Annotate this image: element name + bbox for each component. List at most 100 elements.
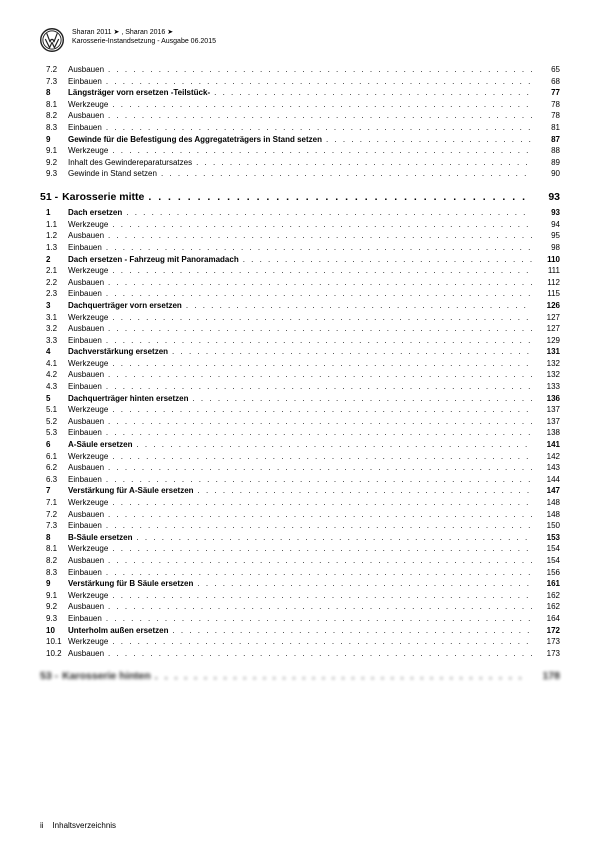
toc-page: 147 [536, 485, 560, 497]
leader-dots [106, 520, 532, 532]
header-text: Sharan 2011 ➤ , Sharan 2016 ➤ Karosserie… [72, 28, 216, 46]
toc-label: Verstärkung für B Säule ersetzen [68, 578, 193, 590]
chapter-heading-51: 51 - Karosserie mitte 93 [40, 190, 560, 205]
leader-dots [106, 122, 532, 134]
toc-num: 4.3 [40, 381, 68, 393]
toc-row: 1.3Einbauen98 [40, 242, 560, 254]
page-footer: ii Inhaltsverzeichnis [40, 821, 116, 830]
toc-label: Ausbauen [68, 462, 104, 474]
toc-row: 6A-Säule ersetzen141 [40, 439, 560, 451]
chapter-heading-53: 53 - Karosserie hinten 178 [40, 669, 560, 684]
toc-label: Werkzeuge [68, 145, 108, 157]
toc-label: Ausbauen [68, 323, 104, 335]
leader-dots [106, 335, 532, 347]
toc-row: 8.1Werkzeuge154 [40, 543, 560, 555]
toc-page: 172 [536, 625, 560, 637]
toc-label: Dach ersetzen - Fahrzeug mit Panoramadac… [68, 254, 239, 266]
leader-dots [106, 613, 532, 625]
toc-label: Werkzeuge [68, 497, 108, 509]
toc-row: 8Längsträger vorn ersetzen -Teilstück-77 [40, 87, 560, 99]
toc-label: Ausbauen [68, 601, 104, 613]
footer-page-roman: ii [40, 821, 44, 830]
toc-row: 9.1Werkzeuge88 [40, 145, 560, 157]
toc-label: Ausbauen [68, 110, 104, 122]
toc-num: 1.2 [40, 230, 68, 242]
toc-num: 4.2 [40, 369, 68, 381]
toc-label: Ausbauen [68, 648, 104, 660]
toc-label: Werkzeuge [68, 590, 108, 602]
toc-page: 127 [536, 312, 560, 324]
toc-row: 3.3Einbauen129 [40, 335, 560, 347]
toc-row: 9.3Gewinde in Stand setzen90 [40, 168, 560, 180]
toc-page: 143 [536, 462, 560, 474]
toc-label: Werkzeuge [68, 451, 108, 463]
leader-dots [196, 157, 532, 169]
chapter-page: 93 [532, 190, 560, 205]
toc-label: A-Säule ersetzen [68, 439, 132, 451]
toc-page: 131 [536, 346, 560, 358]
leader-dots [172, 346, 532, 358]
toc-page: 133 [536, 381, 560, 393]
leader-dots [126, 207, 532, 219]
toc-page: 173 [536, 636, 560, 648]
toc-page: 137 [536, 416, 560, 428]
toc-num: 9.1 [40, 145, 68, 157]
leader-dots [108, 601, 532, 613]
leader-dots [112, 590, 532, 602]
toc-page: 154 [536, 543, 560, 555]
toc-label: Einbauen [68, 613, 102, 625]
toc-page: 93 [536, 207, 560, 219]
toc-num: 2.1 [40, 265, 68, 277]
leader-dots [112, 312, 532, 324]
toc-page: 150 [536, 520, 560, 532]
toc-row: 3.1Werkzeuge127 [40, 312, 560, 324]
toc-page: 161 [536, 578, 560, 590]
toc-label: Einbauen [68, 76, 102, 88]
toc-row: 5.2Ausbauen137 [40, 416, 560, 428]
toc-num: 2 [40, 254, 68, 266]
toc-label: Einbauen [68, 567, 102, 579]
toc-row: 7.2Ausbauen148 [40, 509, 560, 521]
toc-num: 5.3 [40, 427, 68, 439]
toc-label: Längsträger vorn ersetzen -Teilstück- [68, 87, 210, 99]
toc-row: 1.2Ausbauen95 [40, 230, 560, 242]
chapter-page: 178 [532, 669, 560, 684]
toc-page: 126 [536, 300, 560, 312]
toc-num: 5 [40, 393, 68, 405]
toc-page: 89 [536, 157, 560, 169]
header-line-1: Sharan 2011 ➤ , Sharan 2016 ➤ [72, 29, 173, 36]
toc-label: Einbauen [68, 381, 102, 393]
header-line-2: Karosserie-Instandsetzung - Ausgabe 06.2… [72, 37, 216, 46]
toc-label: Einbauen [68, 288, 102, 300]
toc-row: 6.1Werkzeuge142 [40, 451, 560, 463]
leader-dots [112, 265, 532, 277]
toc-num: 2.2 [40, 277, 68, 289]
toc-num: 7.3 [40, 520, 68, 532]
leader-dots [106, 427, 532, 439]
leader-dots [198, 485, 532, 497]
toc-num: 9.2 [40, 157, 68, 169]
toc-label: Gewinde für die Befestigung des Aggregat… [68, 134, 322, 146]
toc-row: 7.3Einbauen150 [40, 520, 560, 532]
toc-row: 7.3Einbauen68 [40, 76, 560, 88]
toc-label: Werkzeuge [68, 265, 108, 277]
toc-row: 9.3Einbauen164 [40, 613, 560, 625]
toc-row: 4Dachverstärkung ersetzen131 [40, 346, 560, 358]
toc-label: Einbauen [68, 427, 102, 439]
toc-row: 9.2Inhalt des Gewindereparatursatzes89 [40, 157, 560, 169]
leader-dots [108, 277, 532, 289]
leader-dots [108, 110, 532, 122]
toc-row: 1.1Werkzeuge94 [40, 219, 560, 231]
leader-dots [155, 669, 528, 684]
leader-dots [108, 462, 532, 474]
footer-label: Inhaltsverzeichnis [52, 821, 116, 830]
toc-row: 7.2Ausbauen65 [40, 64, 560, 76]
toc-row: 6.2Ausbauen143 [40, 462, 560, 474]
leader-dots [148, 190, 528, 205]
toc-num: 10.2 [40, 648, 68, 660]
leader-dots [192, 393, 532, 405]
toc-page: 129 [536, 335, 560, 347]
toc-num: 8.1 [40, 99, 68, 111]
leader-dots [112, 99, 532, 111]
toc-page: 138 [536, 427, 560, 439]
